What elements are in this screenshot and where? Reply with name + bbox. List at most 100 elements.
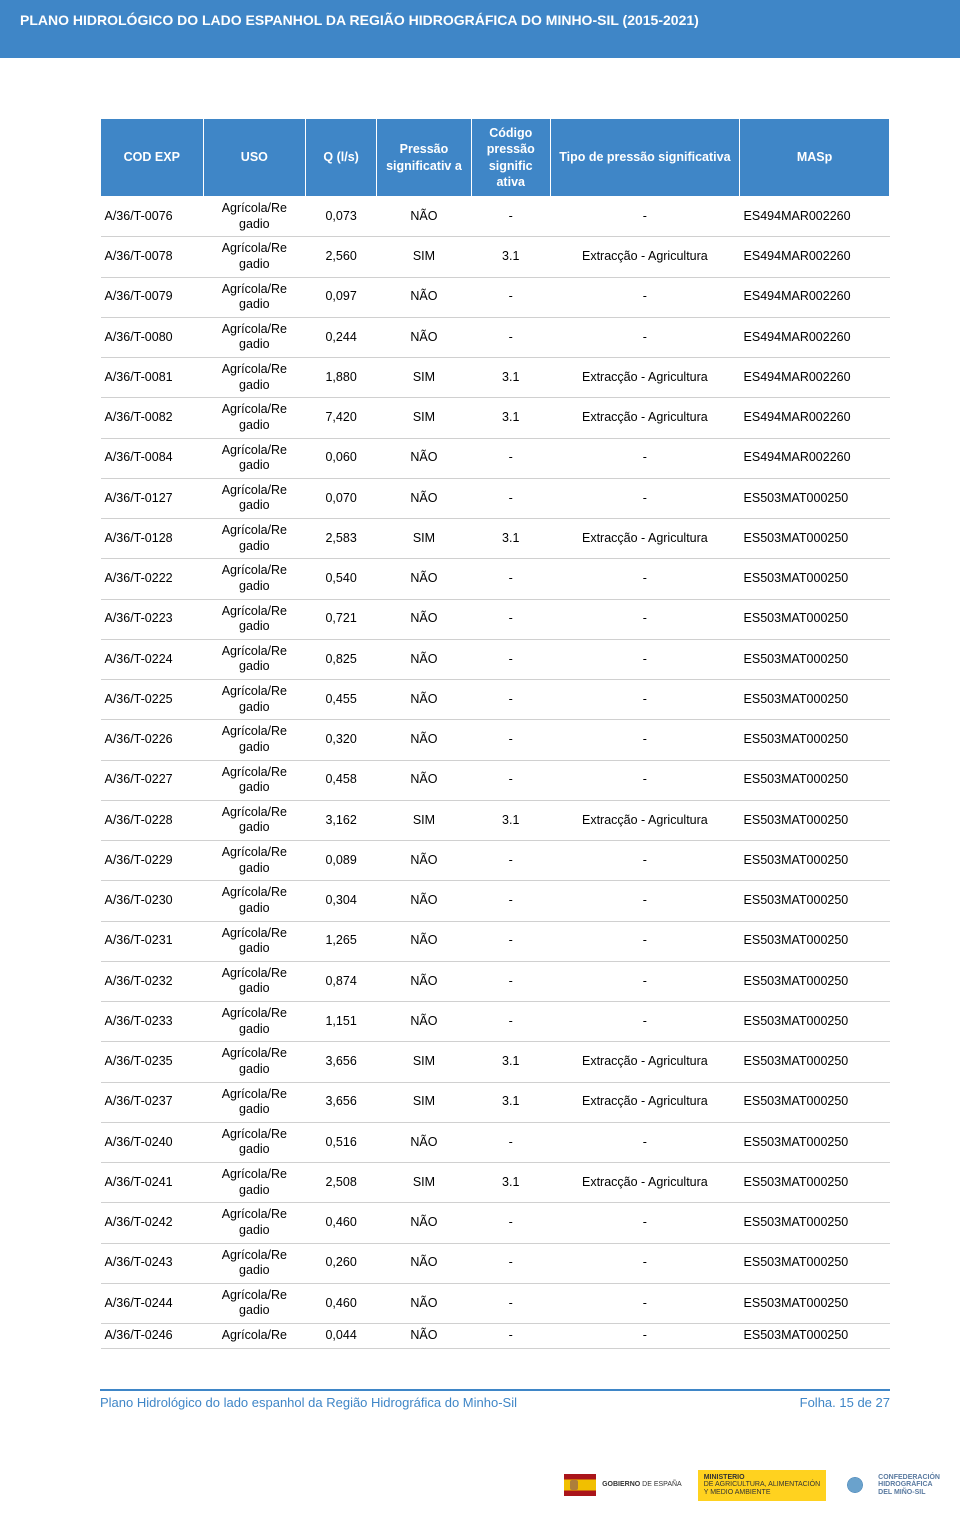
- cell: ES503MAT000250: [740, 760, 890, 800]
- cell: A/36/T-0084: [101, 438, 204, 478]
- cell: NÃO: [377, 1122, 472, 1162]
- cell: 0,874: [306, 961, 377, 1001]
- min-line1: MINISTERIO: [704, 1474, 820, 1482]
- cell: ES494MAR002260: [740, 197, 890, 237]
- cell: Agrícola/Regadio: [203, 1042, 306, 1082]
- table-row: A/36/T-0227Agrícola/Regadio0,458NÃO--ES5…: [101, 760, 890, 800]
- cell: SIM: [377, 800, 472, 840]
- cell: -: [550, 1002, 739, 1042]
- table-row: A/36/T-0078Agrícola/Regadio2,560SIM3.1Ex…: [101, 237, 890, 277]
- cell: 0,070: [306, 478, 377, 518]
- cell: NÃO: [377, 317, 472, 357]
- cell: -: [471, 559, 550, 599]
- cell: 3.1: [471, 237, 550, 277]
- cell: 0,060: [306, 438, 377, 478]
- table-row: A/36/T-0228Agrícola/Regadio3,162SIM3.1Ex…: [101, 800, 890, 840]
- cell: 3,656: [306, 1082, 377, 1122]
- cell: 1,265: [306, 921, 377, 961]
- table-row: A/36/T-0081Agrícola/Regadio1,880SIM3.1Ex…: [101, 358, 890, 398]
- cell: -: [471, 961, 550, 1001]
- cell: Agrícola/Regadio: [203, 881, 306, 921]
- cell: ES503MAT000250: [740, 1324, 890, 1349]
- cell: -: [550, 599, 739, 639]
- col-tipo: Tipo de pressão significativa: [550, 119, 739, 197]
- cell: SIM: [377, 1042, 472, 1082]
- cell: -: [471, 1122, 550, 1162]
- col-cod: COD EXP: [101, 119, 204, 197]
- cell: A/36/T-0229: [101, 841, 204, 881]
- cell: A/36/T-0235: [101, 1042, 204, 1082]
- cell: ES494MAR002260: [740, 277, 890, 317]
- cell: 0,460: [306, 1283, 377, 1323]
- cell: -: [550, 720, 739, 760]
- cell: Agrícola/Regadio: [203, 478, 306, 518]
- cell: ES494MAR002260: [740, 438, 890, 478]
- cell: 0,044: [306, 1324, 377, 1349]
- table-row: A/36/T-0082Agrícola/Regadio7,420SIM3.1Ex…: [101, 398, 890, 438]
- footer-right: Folha. 15 de 27: [800, 1395, 890, 1410]
- cell: -: [550, 760, 739, 800]
- cell: A/36/T-0241: [101, 1163, 204, 1203]
- table-body: A/36/T-0076Agrícola/Regadio0,073NÃO--ES4…: [101, 197, 890, 1349]
- cell: 0,320: [306, 720, 377, 760]
- cell: 0,721: [306, 599, 377, 639]
- cell: Extracção - Agricultura: [550, 1042, 739, 1082]
- cell: ES503MAT000250: [740, 519, 890, 559]
- cell: -: [471, 921, 550, 961]
- cell: Agrícola/Regadio: [203, 317, 306, 357]
- gob-line2: DE ESPAÑA: [642, 1481, 682, 1488]
- cell: -: [550, 841, 739, 881]
- cell: Extracção - Agricultura: [550, 398, 739, 438]
- cell: ES503MAT000250: [740, 599, 890, 639]
- cell: ES503MAT000250: [740, 1002, 890, 1042]
- cell: A/36/T-0079: [101, 277, 204, 317]
- cell: A/36/T-0128: [101, 519, 204, 559]
- banner-title: PLANO HIDROLÓGICO DO LADO ESPANHOL DA RE…: [20, 12, 699, 28]
- gob-line1: GOBIERNO: [602, 1481, 640, 1488]
- cell: NÃO: [377, 559, 472, 599]
- cell: 7,420: [306, 398, 377, 438]
- cell: Agrícola/Regadio: [203, 961, 306, 1001]
- table-row: A/36/T-0127Agrícola/Regadio0,070NÃO--ES5…: [101, 478, 890, 518]
- table-row: A/36/T-0225Agrícola/Regadio0,455NÃO--ES5…: [101, 680, 890, 720]
- cell: -: [471, 478, 550, 518]
- cell: Extracção - Agricultura: [550, 1163, 739, 1203]
- cell: -: [471, 1324, 550, 1349]
- cell: ES494MAR002260: [740, 358, 890, 398]
- cell: A/36/T-0080: [101, 317, 204, 357]
- cell: 0,825: [306, 639, 377, 679]
- cell: Agrícola/Regadio: [203, 237, 306, 277]
- cell: SIM: [377, 1082, 472, 1122]
- cell: 3.1: [471, 800, 550, 840]
- cell: 0,516: [306, 1122, 377, 1162]
- cell: NÃO: [377, 1002, 472, 1042]
- table-row: A/36/T-0246Agrícola/Re0,044NÃO--ES503MAT…: [101, 1324, 890, 1349]
- cell: 2,508: [306, 1163, 377, 1203]
- cell: A/36/T-0226: [101, 720, 204, 760]
- cell: Agrícola/Regadio: [203, 559, 306, 599]
- cell: 3.1: [471, 519, 550, 559]
- cell: -: [550, 1283, 739, 1323]
- cell: -: [471, 438, 550, 478]
- cell: NÃO: [377, 1324, 472, 1349]
- cell: A/36/T-0222: [101, 559, 204, 599]
- cell: Agrícola/Regadio: [203, 1283, 306, 1323]
- table-row: A/36/T-0241Agrícola/Regadio2,508SIM3.1Ex…: [101, 1163, 890, 1203]
- cell: ES503MAT000250: [740, 961, 890, 1001]
- chd-logo-icon: [842, 1472, 868, 1498]
- min-line2: DE AGRICULTURA, ALIMENTACIÓN: [704, 1481, 820, 1488]
- table-row: A/36/T-0076Agrícola/Regadio0,073NÃO--ES4…: [101, 197, 890, 237]
- cell: A/36/T-0242: [101, 1203, 204, 1243]
- table-row: A/36/T-0232Agrícola/Regadio0,874NÃO--ES5…: [101, 961, 890, 1001]
- cell: A/36/T-0225: [101, 680, 204, 720]
- cell: -: [471, 197, 550, 237]
- spain-flag-icon: [564, 1474, 596, 1496]
- table-row: A/36/T-0230Agrícola/Regadio0,304NÃO--ES5…: [101, 881, 890, 921]
- cell: Agrícola/Regadio: [203, 841, 306, 881]
- table-row: A/36/T-0237Agrícola/Regadio3,656SIM3.1Ex…: [101, 1082, 890, 1122]
- cell: -: [550, 438, 739, 478]
- cell: A/36/T-0237: [101, 1082, 204, 1122]
- cell: Extracção - Agricultura: [550, 800, 739, 840]
- chd-line3: DEL MIÑO-SIL: [878, 1489, 925, 1496]
- cell: -: [550, 197, 739, 237]
